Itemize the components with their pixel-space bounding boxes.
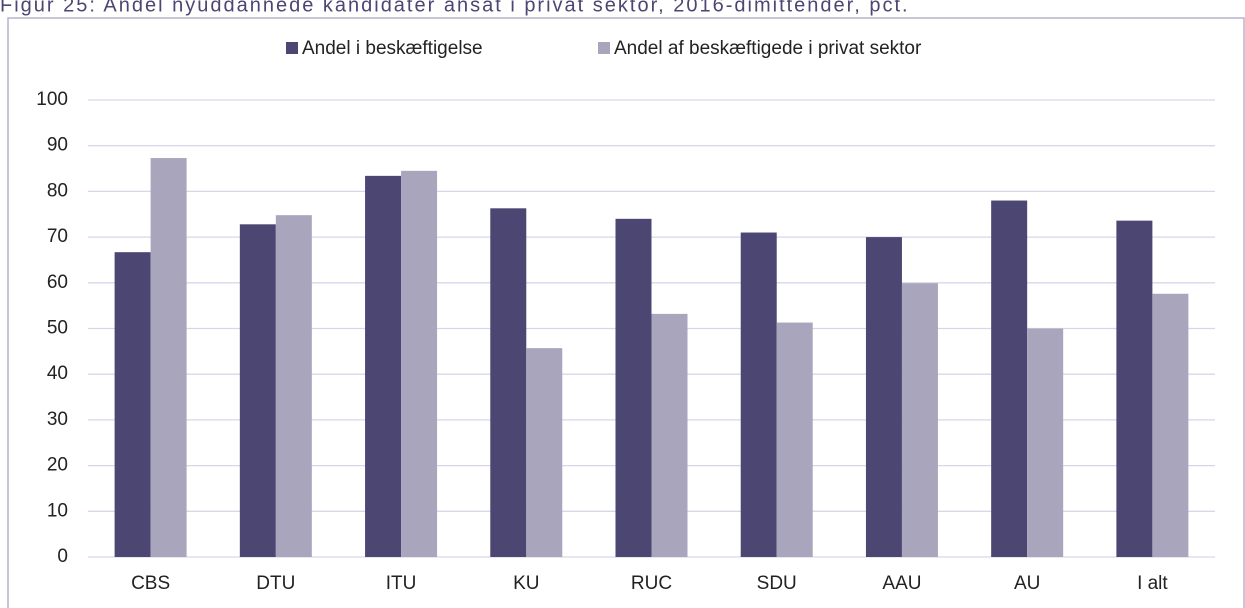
y-tick-label: 10 [47, 500, 68, 521]
y-tick-label: 50 [47, 318, 68, 339]
bar [776, 322, 813, 557]
bar [150, 158, 187, 557]
bar [991, 200, 1028, 558]
legend-swatch [598, 42, 610, 54]
legend-label: Andel i beskæftigelse [302, 38, 483, 59]
bar [114, 252, 151, 557]
chart-title: Figur 25: Andel nyuddannede kandidater a… [0, 0, 910, 16]
bar [401, 170, 438, 557]
y-tick-label: 80 [47, 180, 68, 201]
legend-label: Andel af beskæftigede i privat sektor [614, 38, 922, 59]
x-tick-label: RUC [631, 573, 672, 594]
y-tick-label: 30 [47, 409, 68, 430]
y-tick-label: 40 [47, 363, 68, 384]
bar [239, 224, 276, 557]
bar [740, 232, 777, 557]
x-tick-label: CBS [131, 573, 170, 594]
y-tick-label: 0 [57, 546, 68, 567]
y-tick-label: 20 [47, 455, 68, 476]
bar [1116, 220, 1153, 557]
chart-frame [7, 17, 1245, 608]
y-tick-label: 90 [47, 135, 68, 156]
y-tick-label: 60 [47, 272, 68, 293]
x-tick-label: AU [1014, 573, 1040, 594]
y-tick-label: 70 [47, 226, 68, 247]
bar [651, 313, 688, 557]
bar [901, 283, 938, 557]
bar [526, 348, 563, 557]
x-tick-label: AAU [882, 573, 921, 594]
y-tick-label: 100 [36, 89, 68, 110]
x-tick-label: KU [513, 573, 539, 594]
bar [865, 237, 902, 557]
x-tick-label: DTU [256, 573, 295, 594]
x-tick-label: SDU [757, 573, 797, 594]
bar [275, 215, 312, 557]
bar [1027, 328, 1064, 557]
bar [365, 175, 402, 557]
x-tick-label: ITU [386, 573, 417, 594]
x-tick-label: I alt [1137, 573, 1168, 594]
bar [490, 208, 527, 557]
bar [1152, 293, 1189, 557]
bar [615, 218, 652, 557]
legend-swatch [286, 42, 298, 54]
